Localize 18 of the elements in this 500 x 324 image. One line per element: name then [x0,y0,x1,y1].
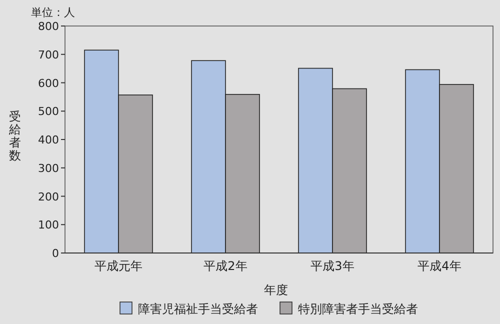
y-tick-label: 500 [38,105,59,118]
y-tick-label: 300 [38,162,59,175]
x-tick-label: 平成3年 [310,259,354,273]
x-tick-label: 平成2年 [204,259,248,273]
y-tick-label: 700 [38,48,59,62]
x-tick-label: 平成4年 [418,259,462,273]
y-axis-title: 受給者数 [8,110,21,162]
legend-label: 特別障害者手当受給者 [298,302,418,316]
y-tick-label: 100 [38,218,59,232]
legend-label: 障害児福祉手当受給者 [138,302,258,316]
y-tick-label: 400 [38,134,59,146]
x-tick-label: 平成元年 [94,259,142,273]
y-tick-label: 0 [52,247,59,260]
y-tick-label: 800 [38,20,59,33]
y-tick-label: 200 [38,190,59,204]
x-axis-title: 年度 [264,283,288,297]
y-tick-label: 600 [38,76,59,90]
text: 単位：人 [31,6,75,19]
